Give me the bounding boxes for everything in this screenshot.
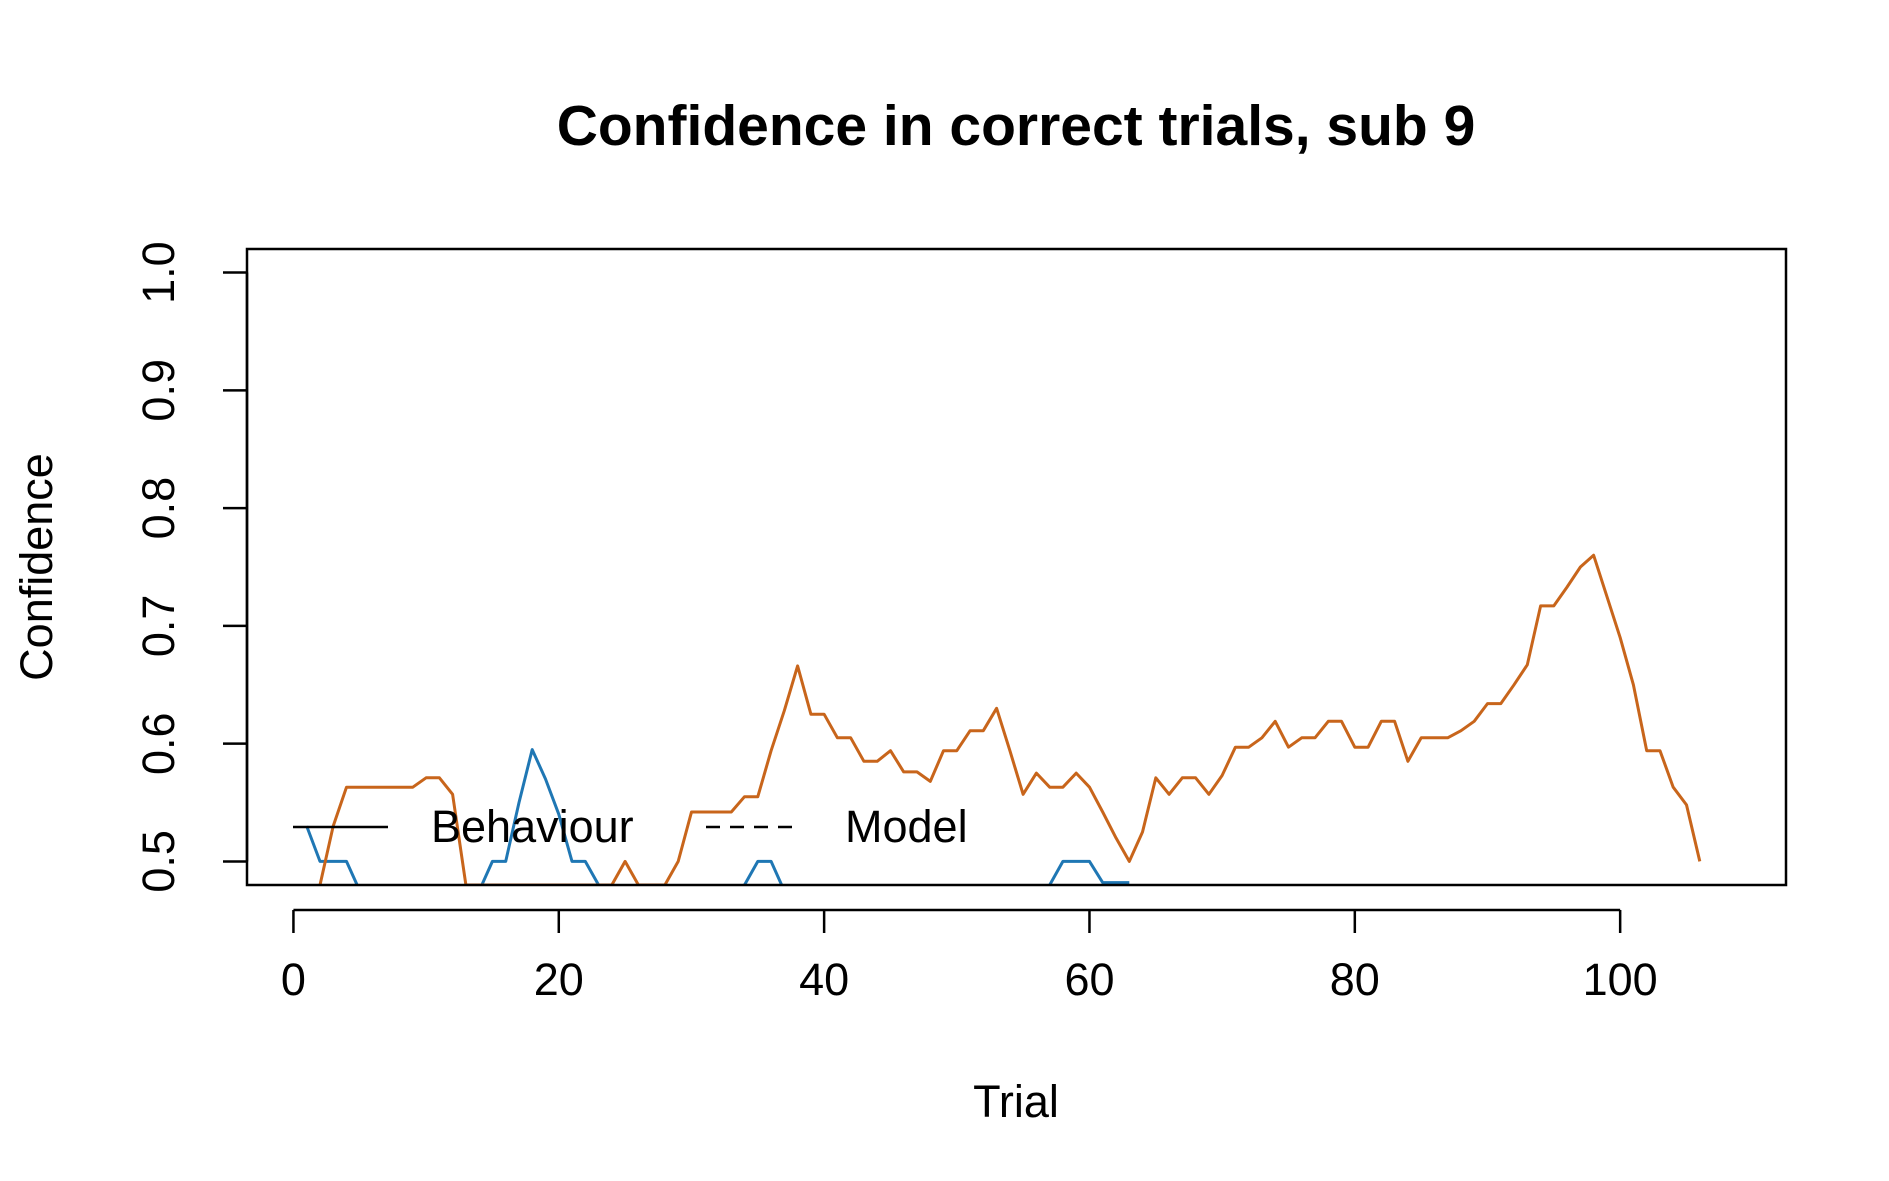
y-axis: 0.5 0.6 0.7 0.8 0.9 1.0 xyxy=(133,241,249,893)
legend-label-model: Model xyxy=(845,801,968,852)
chart-title: Confidence in correct trials, sub 9 xyxy=(557,94,1476,158)
y-tick-label: 0.5 xyxy=(133,830,184,893)
y-tick-label: 0.6 xyxy=(133,712,184,775)
y-axis-label: Confidence xyxy=(11,453,62,681)
legend-label-behaviour: Behaviour xyxy=(431,801,634,852)
x-tick-label: 40 xyxy=(799,954,849,1005)
x-tick-label: 20 xyxy=(534,954,584,1005)
x-tick-label: 100 xyxy=(1583,954,1658,1005)
x-axis: 0 20 40 60 80 100 xyxy=(281,908,1658,1005)
x-axis-label: Trial xyxy=(973,1076,1059,1127)
plot-frame xyxy=(245,247,1788,887)
series-line-2 xyxy=(318,553,1702,885)
x-tick-label: 80 xyxy=(1330,954,1380,1005)
legend: Behaviour Model xyxy=(293,801,968,852)
x-tick-label: 0 xyxy=(281,954,306,1005)
series-layer xyxy=(305,553,1702,885)
x-tick-label: 60 xyxy=(1064,954,1114,1005)
y-tick-label: 0.9 xyxy=(133,359,184,422)
y-tick-label: 0.8 xyxy=(133,477,184,540)
y-tick-label: 1.0 xyxy=(133,241,184,304)
y-tick-label: 0.7 xyxy=(133,595,184,658)
